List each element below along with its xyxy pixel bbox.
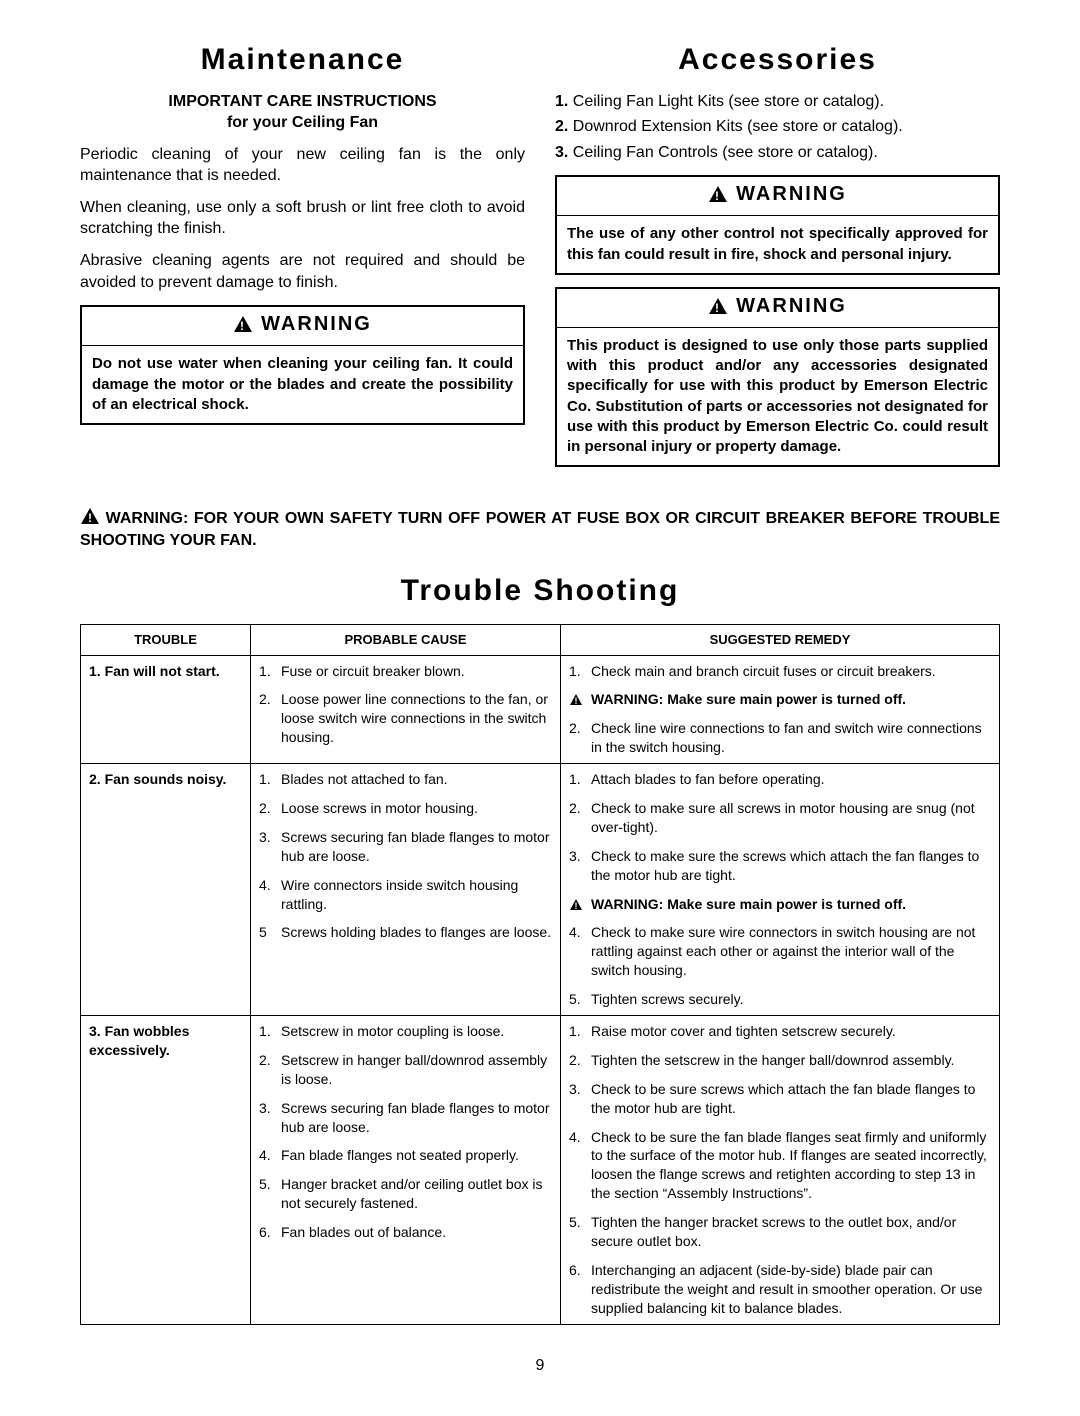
warning-icon: ! — [80, 510, 100, 527]
accessories-column: Accessories 1. Ceiling Fan Light Kits (s… — [555, 40, 1000, 479]
svg-text:!: ! — [715, 189, 721, 203]
svg-text:!: ! — [240, 319, 246, 333]
accessory-item: 1. Ceiling Fan Light Kits (see store or … — [555, 91, 1000, 113]
accessories-warning-1: !WARNING The use of any other control no… — [555, 175, 1000, 275]
maintenance-p3: Abrasive cleaning agents are not require… — [80, 250, 525, 293]
th-cause: PROBABLE CAUSE — [251, 624, 561, 655]
accessories-list: 1. Ceiling Fan Light Kits (see store or … — [555, 91, 1000, 164]
warning-icon: ! — [708, 294, 728, 321]
maintenance-column: Maintenance IMPORTANT CARE INSTRUCTIONS … — [80, 40, 525, 479]
inline-warning: WARNING: Make sure main power is turned … — [591, 895, 991, 914]
page-number: 9 — [80, 1355, 1000, 1377]
svg-text:!: ! — [88, 511, 92, 525]
big-warning: ! WARNING: FOR YOUR OWN SAFETY TURN OFF … — [80, 507, 1000, 551]
svg-text:!: ! — [715, 301, 721, 315]
maintenance-warning-box: !WARNING Do not use water when cleaning … — [80, 305, 525, 425]
remedy-cell: 1.Raise motor cover and tighten setscrew… — [561, 1015, 1000, 1324]
trouble-cell: 2. Fan sounds noisy. — [81, 764, 251, 1016]
accessory-item: 2. Downrod Extension Kits (see store or … — [555, 116, 1000, 138]
warning-body: This product is designed to use only tho… — [557, 327, 998, 466]
warning-body: Do not use water when cleaning your ceil… — [82, 345, 523, 423]
trouble-cell: 3. Fan wobbles excessively. — [81, 1015, 251, 1324]
warning-header: !WARNING — [557, 177, 998, 215]
warning-icon: ! — [708, 182, 728, 209]
svg-text:!: ! — [575, 696, 578, 706]
th-trouble: TROUBLE — [81, 624, 251, 655]
warning-icon: ! — [569, 895, 591, 914]
warning-header: !WARNING — [557, 289, 998, 327]
accessories-warning-2: !WARNING This product is designed to use… — [555, 287, 1000, 468]
table-row: 2. Fan sounds noisy.1.Blades not attache… — [81, 764, 1000, 1016]
th-remedy: SUGGESTED REMEDY — [561, 624, 1000, 655]
maintenance-p1: Periodic cleaning of your new ceiling fa… — [80, 144, 525, 187]
maintenance-p2: When cleaning, use only a soft brush or … — [80, 197, 525, 240]
trouble-cell: 1. Fan will not start. — [81, 655, 251, 764]
warning-icon: ! — [233, 312, 253, 339]
troubleshoot-table: TROUBLE PROBABLE CAUSE SUGGESTED REMEDY … — [80, 624, 1000, 1325]
inline-warning: WARNING: Make sure main power is turned … — [591, 690, 991, 709]
remedy-cell: 1.Attach blades to fan before operating.… — [561, 764, 1000, 1016]
accessory-item: 3. Ceiling Fan Controls (see store or ca… — [555, 142, 1000, 164]
remedy-cell: 1.Check main and branch circuit fuses or… — [561, 655, 1000, 764]
warning-header: !WARNING — [82, 307, 523, 345]
cause-cell: 1.Blades not attached to fan.2.Loose scr… — [251, 764, 561, 1016]
accessories-title: Accessories — [555, 40, 1000, 81]
cause-cell: 1.Fuse or circuit breaker blown.2.Loose … — [251, 655, 561, 764]
table-row: 3. Fan wobbles excessively.1.Setscrew in… — [81, 1015, 1000, 1324]
top-columns: Maintenance IMPORTANT CARE INSTRUCTIONS … — [80, 40, 1000, 479]
warning-body: The use of any other control not specifi… — [557, 215, 998, 273]
table-row: 1. Fan will not start.1.Fuse or circuit … — [81, 655, 1000, 764]
cause-cell: 1.Setscrew in motor coupling is loose.2.… — [251, 1015, 561, 1324]
warning-icon: ! — [569, 690, 591, 709]
troubleshoot-title: Trouble Shooting — [80, 571, 1000, 612]
svg-text:!: ! — [575, 901, 578, 911]
maintenance-title: Maintenance — [80, 40, 525, 81]
maintenance-subhead: IMPORTANT CARE INSTRUCTIONS for your Cei… — [80, 91, 525, 134]
